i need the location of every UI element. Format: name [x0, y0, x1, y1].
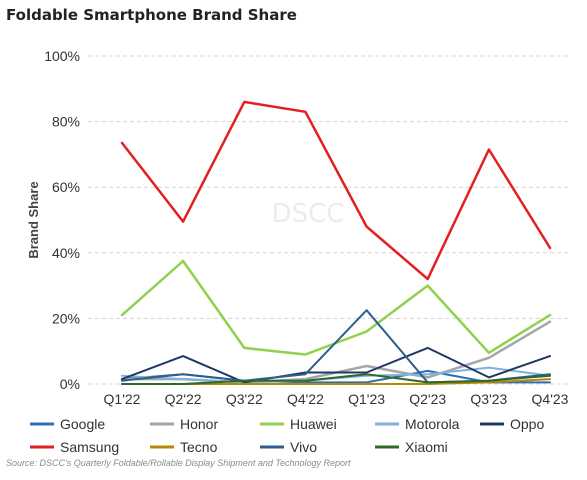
- y-tick-label: 0%: [60, 376, 80, 392]
- y-tick-label: 80%: [52, 114, 80, 130]
- series-line-samsung: [120, 100, 552, 281]
- x-tick-label: Q4'23: [532, 391, 569, 407]
- x-tick-label: Q2'23: [409, 391, 446, 407]
- series-line-huawei: [120, 259, 552, 356]
- y-tick-label: 20%: [52, 310, 80, 326]
- series-line-xiaomi: [121, 373, 551, 385]
- y-tick-label: 60%: [52, 179, 80, 195]
- legend-item-vivo: Vivo: [260, 439, 317, 455]
- x-tick-label: Q4'22: [287, 391, 324, 407]
- x-tick-label: Q1'23: [348, 391, 385, 407]
- x-tick-label: Q3'22: [226, 391, 263, 407]
- legend-label: Oppo: [510, 416, 544, 432]
- series-line-oppo: [121, 346, 551, 384]
- x-axis-ticks: Q1'22 Q2'22 Q3'22 Q4'22 Q1'23 Q2'23 Q3'23 Q4'23: [104, 391, 569, 407]
- legend-item-honor: Honor: [150, 416, 218, 432]
- legend-item-samsung: Samsung: [30, 439, 119, 455]
- y-tick-label: 100%: [44, 48, 80, 64]
- legend-item-motorola: Motorola: [375, 416, 460, 432]
- x-tick-label: Q3'23: [470, 391, 507, 407]
- legend-label: Vivo: [290, 439, 317, 455]
- legend-label: Huawei: [290, 416, 337, 432]
- source-note: Source: DSCC's Quarterly Foldable/Rollab…: [6, 458, 351, 468]
- series-lines: [120, 100, 552, 385]
- legend-label: Google: [60, 416, 105, 432]
- legend-item-google: Google: [30, 416, 105, 432]
- legend-label: Samsung: [60, 439, 119, 455]
- chart-title: Foldable Smartphone Brand Share: [6, 6, 297, 24]
- legend-label: Tecno: [180, 439, 218, 455]
- legend-item-huawei: Huawei: [260, 416, 337, 432]
- legend-label: Honor: [180, 416, 218, 432]
- legend-item-tecno: Tecno: [150, 439, 218, 455]
- legend-label: Motorola: [405, 416, 460, 432]
- y-axis-ticks: 0% 20% 40% 60% 80% 100%: [44, 48, 80, 392]
- watermark: DSCC: [272, 199, 345, 229]
- legend-item-xiaomi: Xiaomi: [375, 439, 448, 455]
- legend-item-oppo: Oppo: [480, 416, 544, 432]
- legend: Google Honor Huawei Motorola Oppo Samsung Tecn…: [30, 416, 544, 455]
- legend-label: Xiaomi: [405, 439, 448, 455]
- x-tick-label: Q1'22: [104, 391, 141, 407]
- y-tick-label: 40%: [52, 245, 80, 261]
- x-tick-label: Q2'22: [165, 391, 202, 407]
- y-axis-title: Brand Share: [26, 181, 41, 258]
